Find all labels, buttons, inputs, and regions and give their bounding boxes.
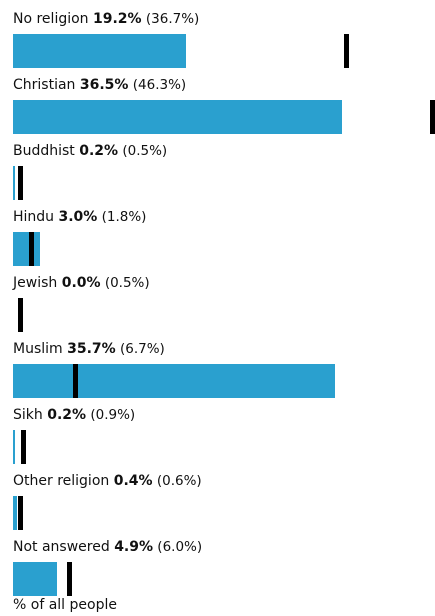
comparison-value-label: (0.9%) xyxy=(86,407,136,423)
bar-track xyxy=(13,562,423,596)
row-label: Hindu 3.0% (1.8%) xyxy=(13,208,423,226)
value-label: 36.5% xyxy=(79,77,129,93)
comparison-value-label: (6.0%) xyxy=(153,539,203,555)
chart-row: Hindu 3.0% (1.8%) xyxy=(13,208,423,266)
comparison-value-label: (6.7%) xyxy=(115,341,165,357)
comparison-value-label: (36.7%) xyxy=(141,11,200,27)
chart-row: Christian 36.5% (46.3%) xyxy=(13,76,435,134)
chart-row: Sikh 0.2% (0.9%) xyxy=(13,406,423,464)
comparison-marker xyxy=(21,430,27,464)
value-bar xyxy=(13,232,41,266)
chart-row: Other religion 0.4% (0.6%) xyxy=(13,472,423,530)
value-bar xyxy=(13,562,58,596)
value-label: 0.2% xyxy=(47,407,87,423)
row-label: Muslim 35.7% (6.7%) xyxy=(13,340,423,358)
comparison-marker xyxy=(17,298,23,332)
comparison-value-label: (0.6%) xyxy=(152,473,202,489)
category-label: Hindu xyxy=(13,209,59,225)
category-label: Buddhist xyxy=(13,143,80,159)
bar-track xyxy=(13,166,423,200)
category-label: Sikh xyxy=(13,407,48,423)
comparison-value-label: (0.5%) xyxy=(100,275,150,291)
value-label: 35.7% xyxy=(67,341,116,357)
category-label: No religion xyxy=(13,11,93,27)
value-label: 3.0% xyxy=(58,209,98,225)
comparison-value-label: (46.3%) xyxy=(128,77,187,93)
chart-row: Buddhist 0.2% (0.5%) xyxy=(13,142,423,200)
comparison-marker xyxy=(17,166,23,200)
chart-row: No religion 19.2% (36.7%) xyxy=(13,10,423,68)
row-label: Not answered 4.9% (6.0%) xyxy=(13,538,423,556)
value-label: 0.0% xyxy=(61,275,101,291)
comparison-marker xyxy=(29,232,35,266)
value-label: 0.2% xyxy=(79,143,119,159)
bar-track xyxy=(13,496,423,530)
row-label: No religion 19.2% (36.7%) xyxy=(13,10,423,28)
value-bar xyxy=(13,430,15,464)
value-bar xyxy=(13,100,342,134)
bar-track xyxy=(13,34,423,68)
row-label: Buddhist 0.2% (0.5%) xyxy=(13,142,423,160)
value-label: 0.4% xyxy=(113,473,153,489)
value-label: 19.2% xyxy=(93,11,142,27)
comparison-value-label: (0.5%) xyxy=(118,143,168,159)
comparison-value-label: (1.8%) xyxy=(97,209,147,225)
bar-track xyxy=(13,364,423,398)
category-label: Other religion xyxy=(13,473,114,489)
value-bar xyxy=(13,166,15,200)
row-label: Other religion 0.4% (0.6%) xyxy=(13,472,423,490)
row-label: Sikh 0.2% (0.9%) xyxy=(13,406,423,424)
chart-row: Jewish 0.0% (0.5%) xyxy=(13,274,423,332)
category-label: Christian xyxy=(13,77,80,93)
value-bar xyxy=(13,34,186,68)
value-bar xyxy=(13,496,17,530)
value-bar xyxy=(13,364,335,398)
category-label: Jewish xyxy=(13,275,62,291)
bar-track xyxy=(13,232,423,266)
comparison-marker xyxy=(430,100,435,134)
comparison-marker xyxy=(343,34,349,68)
value-label: 4.9% xyxy=(114,539,154,555)
x-axis-label: % of all people xyxy=(13,597,117,613)
bar-track xyxy=(13,100,435,134)
comparison-marker xyxy=(18,496,24,530)
category-label: Muslim xyxy=(13,341,68,357)
chart-row: Muslim 35.7% (6.7%) xyxy=(13,340,423,398)
comparison-marker xyxy=(67,562,73,596)
comparison-marker xyxy=(73,364,79,398)
row-label: Christian 36.5% (46.3%) xyxy=(13,76,423,94)
chart-row: Not answered 4.9% (6.0%) xyxy=(13,538,423,596)
bar-track xyxy=(13,298,423,332)
row-label: Jewish 0.0% (0.5%) xyxy=(13,274,423,292)
bar-track xyxy=(13,430,423,464)
category-label: Not answered xyxy=(13,539,115,555)
